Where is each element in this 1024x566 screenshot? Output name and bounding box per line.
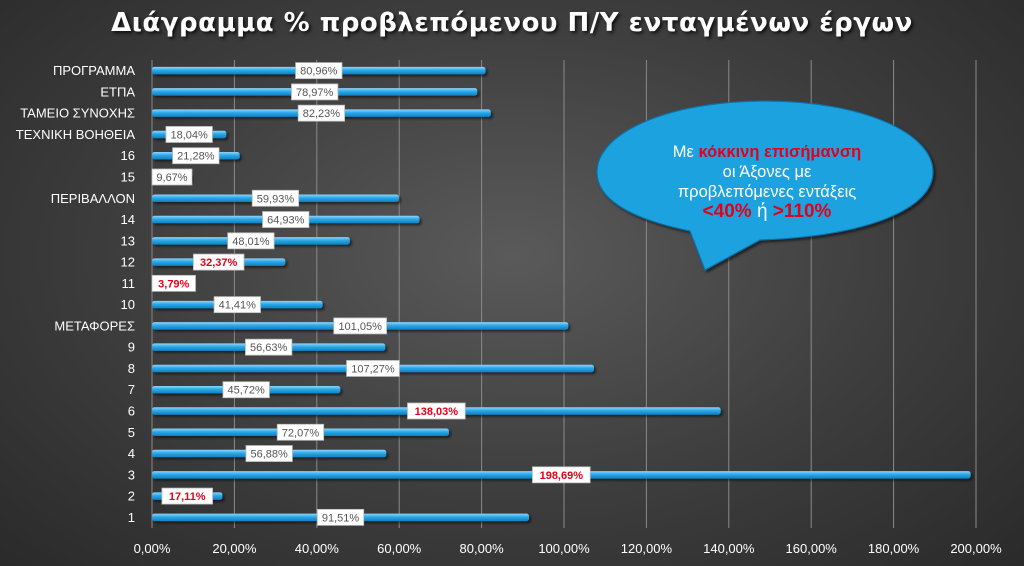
data-label-box [172, 147, 220, 165]
category-label: 14 [121, 212, 135, 227]
data-label: 48,01% [232, 236, 270, 248]
callout-shape [596, 100, 934, 271]
callout-line-4: <40% ή >110% [612, 202, 922, 222]
category-label: 16 [121, 148, 135, 163]
category-label: 8 [128, 361, 135, 376]
category-label: 1 [128, 510, 135, 525]
callout-line-2: οι Άξονες με [722, 163, 812, 181]
category-label: ΠΕΡΙΒΑΛΛΟΝ [51, 191, 135, 206]
data-label: 56,63% [250, 342, 288, 354]
data-label: 18,04% [171, 129, 209, 141]
x-tick-label: 160,00% [786, 541, 838, 556]
data-label: 107,27% [351, 363, 395, 375]
data-label-box [251, 189, 300, 207]
category-label: 4 [128, 446, 135, 461]
category-label: ΜΕΤΑΦΟΡΕΣ [54, 318, 135, 333]
category-label: 9 [128, 340, 135, 355]
category-label: 3 [128, 467, 135, 482]
callout-threshold-high: >110% [772, 201, 832, 222]
data-label-box [245, 445, 293, 462]
data-label-box [151, 168, 193, 186]
data-label-box [213, 296, 261, 314]
data-label-box [276, 423, 325, 441]
data-label: 82,23% [303, 108, 341, 120]
category-label: 15 [121, 170, 135, 185]
callout-line-1: Με κόκκινη επισήμανση [612, 142, 922, 162]
x-tick-label: 20,00% [212, 541, 257, 556]
data-label-box [151, 274, 196, 292]
chart-title: Διάγραμμα % προβλεπόμενου Π/Υ ενταγμένων… [111, 8, 913, 38]
data-label-box [407, 402, 466, 420]
x-tick-label: 180,00% [868, 541, 920, 556]
data-label: 72,07% [282, 427, 320, 439]
category-label: 5 [128, 425, 135, 440]
callout-bubble [596, 100, 934, 271]
data-label: 32,37% [200, 257, 238, 269]
data-label: 17,11% [169, 491, 206, 503]
data-label: 80,96% [300, 66, 338, 78]
x-tick-label: 120,00% [621, 541, 673, 556]
data-labels: 80,96% 78,97% 82,23% 18,04% 21,28% 9,67% 59,93… [151, 62, 591, 526]
category-label: ΤΕΧΝΙΚΗ ΒΟΗΘΕΙΑ [16, 127, 136, 142]
category-label: ΤΑΜΕΙΟ ΣΥΝΟΧΗΣ [20, 106, 135, 121]
data-label-box [346, 360, 400, 377]
callout-prefix: Με [672, 143, 699, 161]
data-label: 91,51% [322, 512, 360, 524]
x-tick-label: 200,00% [950, 541, 1002, 556]
data-label: 198,69% [540, 470, 584, 482]
data-label-box [227, 232, 275, 250]
data-label-box [262, 211, 310, 228]
data-label: 138,03% [415, 406, 459, 418]
data-label-box [316, 508, 365, 526]
callout-line-3: προβλεπόμενες εντάξεις [677, 183, 857, 201]
data-label-box [333, 317, 387, 335]
category-label: 10 [121, 297, 135, 312]
data-label-box [291, 83, 339, 101]
category-label: 6 [128, 404, 135, 419]
x-tick-label: 140,00% [703, 541, 755, 556]
category-label: 7 [128, 382, 135, 397]
data-label: 45,72% [228, 385, 266, 397]
data-label-box [192, 253, 245, 271]
data-label: 9,67% [156, 172, 187, 184]
x-tick-label: 80,00% [460, 541, 505, 556]
data-label-box [295, 62, 343, 80]
data-label: 56,88% [251, 449, 289, 461]
data-label-box [245, 338, 293, 356]
data-label: 78,97% [296, 87, 334, 99]
data-label-box [297, 104, 345, 122]
value-axis: 0,00% 20,00% 40,00% 60,00% 80,00% 100,00% 120,… [134, 541, 1003, 556]
x-tick-label: 100,00% [538, 541, 590, 556]
data-label: 21,28% [177, 151, 215, 163]
category-axis: ΠΡΟΓΡΑΜΜΑ ΕΤΠΑ ΤΑΜΕΙΟ ΣΥΝΟΧΗΣ ΤΕΧΝΙΚΗ ΒΟΗΘΕ… [16, 63, 136, 525]
data-label: 64,93% [267, 215, 305, 227]
category-label: 11 [122, 276, 136, 291]
category-label: ΠΡΟΓΡΑΜΜΑ [53, 63, 135, 78]
data-label: 41,41% [219, 300, 257, 312]
callout-text: Με κόκκινη επισήμανση οι Άξονες με προβλ… [612, 142, 922, 222]
data-label: 59,93% [257, 193, 295, 205]
callout-or: ή [751, 201, 773, 222]
x-tick-label: 0,00% [134, 541, 171, 556]
data-label-box [165, 126, 213, 143]
data-label-box [161, 487, 213, 505]
x-tick-label: 40,00% [295, 541, 340, 556]
category-label: 13 [121, 233, 135, 248]
callout-red-highlight: κόκκινη επισήμανση [698, 143, 862, 161]
callout-threshold-low: <40% [702, 201, 752, 222]
data-label: 3,79% [158, 278, 189, 290]
data-label: 101,05% [338, 321, 382, 333]
data-label-box [532, 466, 591, 484]
category-label: 12 [121, 255, 135, 270]
x-tick-label: 60,00% [377, 541, 422, 556]
category-label: 2 [128, 489, 135, 504]
data-label-box [222, 381, 270, 399]
category-label: ΕΤΠΑ [100, 84, 135, 99]
